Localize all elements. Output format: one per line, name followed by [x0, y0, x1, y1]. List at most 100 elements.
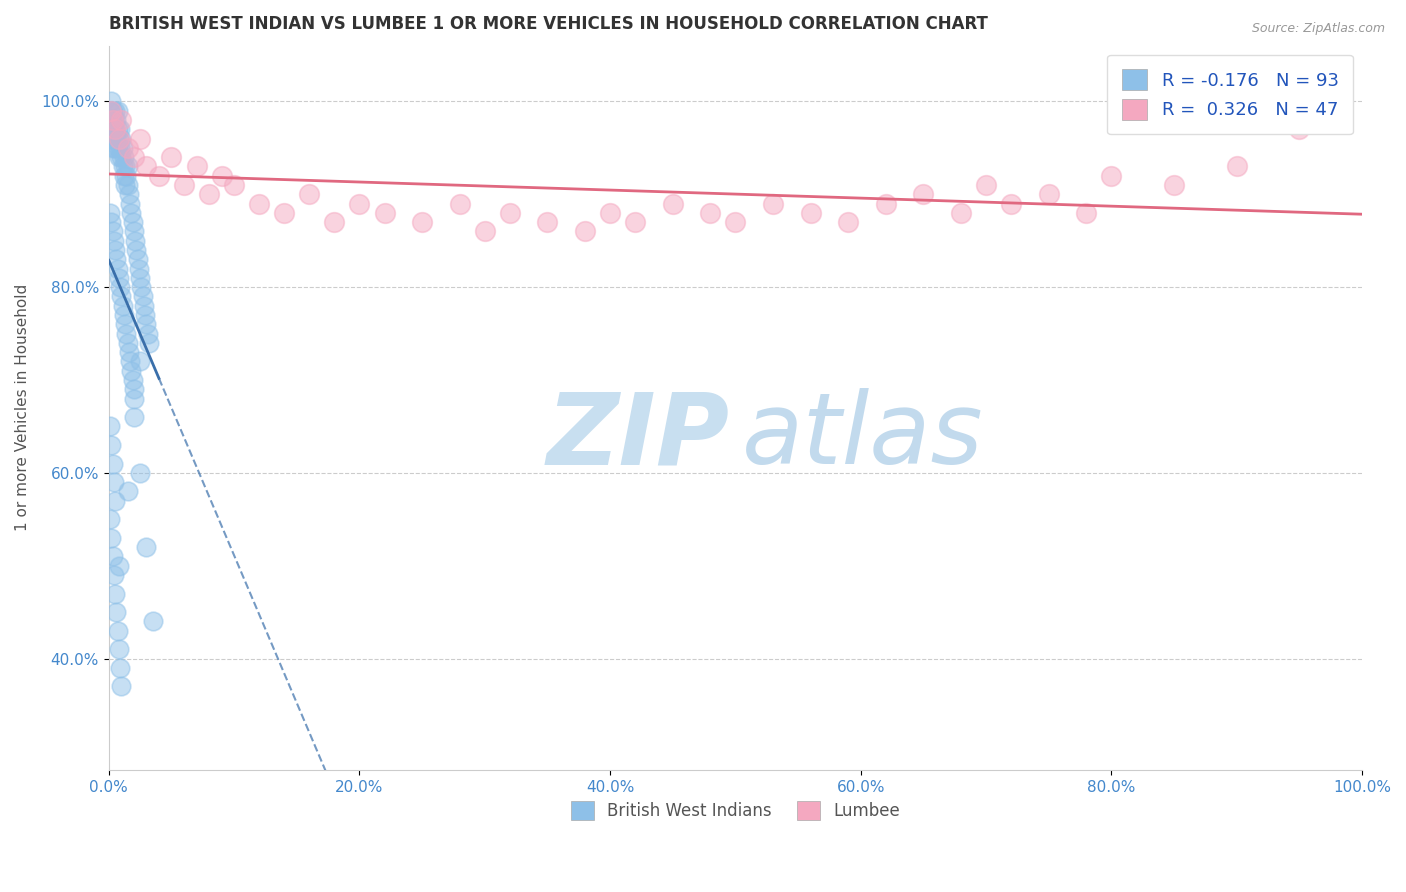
Point	[110, 150, 132, 164]
Point	[107, 624, 129, 638]
Point	[661, 196, 683, 211]
Point	[129, 270, 152, 285]
Point	[135, 160, 157, 174]
Point	[373, 206, 395, 220]
Point	[273, 206, 295, 220]
Point	[105, 605, 128, 619]
Point	[974, 178, 997, 192]
Point	[108, 270, 131, 285]
Point	[120, 364, 142, 378]
Point	[101, 122, 124, 136]
Point	[101, 457, 124, 471]
Point	[114, 160, 136, 174]
Point	[122, 224, 145, 238]
Text: BRITISH WEST INDIAN VS LUMBEE 1 OR MORE VEHICLES IN HOUSEHOLD CORRELATION CHART: BRITISH WEST INDIAN VS LUMBEE 1 OR MORE …	[108, 15, 987, 33]
Point	[108, 141, 131, 155]
Point	[110, 289, 132, 303]
Point	[103, 112, 125, 127]
Point	[117, 335, 139, 350]
Point	[108, 131, 131, 145]
Point	[121, 215, 143, 229]
Point	[100, 438, 122, 452]
Point	[108, 131, 131, 145]
Point	[1099, 169, 1122, 183]
Point	[108, 661, 131, 675]
Point	[724, 215, 747, 229]
Point	[111, 160, 134, 174]
Point	[98, 122, 121, 136]
Point	[108, 558, 131, 573]
Point	[298, 187, 321, 202]
Text: Source: ZipAtlas.com: Source: ZipAtlas.com	[1251, 22, 1385, 36]
Point	[837, 215, 859, 229]
Point	[224, 178, 246, 192]
Point	[124, 234, 146, 248]
Point	[120, 354, 142, 368]
Point	[349, 196, 371, 211]
Point	[912, 187, 935, 202]
Point	[104, 586, 127, 600]
Point	[131, 289, 153, 303]
Point	[98, 512, 121, 526]
Point	[138, 335, 160, 350]
Legend: British West Indians, Lumbee: British West Indians, Lumbee	[564, 794, 907, 827]
Point	[536, 215, 558, 229]
Point	[1076, 206, 1098, 220]
Point	[110, 680, 132, 694]
Point	[134, 308, 156, 322]
Point	[574, 224, 596, 238]
Point	[474, 224, 496, 238]
Point	[136, 326, 159, 341]
Point	[125, 243, 148, 257]
Point	[112, 308, 135, 322]
Point	[114, 318, 136, 332]
Point	[1000, 196, 1022, 211]
Point	[211, 169, 233, 183]
Point	[101, 549, 124, 564]
Point	[115, 326, 138, 341]
Point	[121, 373, 143, 387]
Point	[117, 160, 139, 174]
Point	[108, 122, 131, 136]
Text: atlas: atlas	[742, 388, 983, 485]
Point	[101, 224, 124, 238]
Point	[699, 206, 721, 220]
Point	[105, 112, 128, 127]
Point	[1226, 160, 1249, 174]
Point	[762, 196, 785, 211]
Point	[129, 131, 152, 145]
Point	[98, 206, 121, 220]
Point	[247, 196, 270, 211]
Point	[198, 187, 221, 202]
Point	[173, 178, 195, 192]
Point	[323, 215, 346, 229]
Point	[100, 131, 122, 145]
Point	[122, 392, 145, 406]
Point	[101, 103, 124, 118]
Point	[875, 196, 897, 211]
Text: ZIP: ZIP	[546, 388, 730, 485]
Point	[1038, 187, 1060, 202]
Point	[160, 150, 183, 164]
Point	[111, 299, 134, 313]
Point	[112, 169, 135, 183]
Point	[108, 280, 131, 294]
Point	[949, 206, 972, 220]
Point	[100, 103, 122, 118]
Point	[122, 382, 145, 396]
Point	[148, 169, 170, 183]
Point	[499, 206, 522, 220]
Point	[122, 150, 145, 164]
Point	[132, 299, 155, 313]
Point	[624, 215, 647, 229]
Point	[105, 131, 128, 145]
Point	[118, 187, 141, 202]
Point	[100, 215, 122, 229]
Point	[117, 484, 139, 499]
Point	[110, 112, 132, 127]
Point	[129, 466, 152, 480]
Point	[122, 410, 145, 425]
Point	[100, 531, 122, 545]
Point	[128, 261, 150, 276]
Point	[110, 131, 132, 145]
